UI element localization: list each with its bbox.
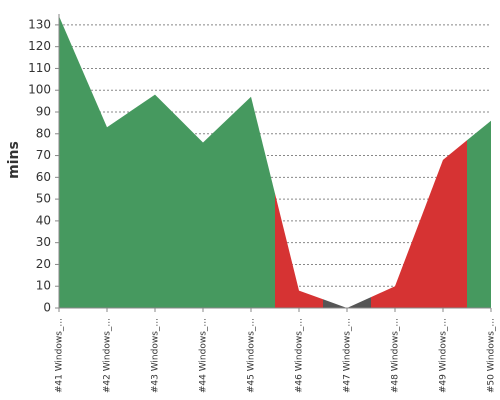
area-segment xyxy=(323,297,371,308)
area-segment xyxy=(179,118,227,309)
y-tick-label: 60 xyxy=(36,170,51,184)
y-tick-label: 40 xyxy=(36,213,51,227)
x-tick-label: #50 Windows_... xyxy=(487,318,497,393)
y-tick-label: 80 xyxy=(36,126,51,140)
area-segment xyxy=(467,120,491,308)
area-segment xyxy=(83,71,131,308)
area-segment xyxy=(227,96,275,308)
y-tick-label: 30 xyxy=(36,235,51,249)
x-tick-label: #41 Windows_... xyxy=(55,318,65,393)
x-tick-label: #43 Windows_... xyxy=(151,318,161,393)
x-tick-label: #45 Windows_... xyxy=(247,318,257,393)
y-tick-label: 0 xyxy=(43,301,51,315)
y-axis-label: mins xyxy=(6,141,22,179)
x-tick-label: #44 Windows_... xyxy=(199,318,209,393)
x-tick-label: #49 Windows_... xyxy=(439,318,449,393)
y-tick-label: 130 xyxy=(28,17,51,31)
area-segment xyxy=(275,193,323,308)
y-tick-label: 90 xyxy=(36,105,51,119)
x-tick-label: #47 Windows_... xyxy=(343,318,353,393)
x-tick-label: #46 Windows_... xyxy=(295,318,305,393)
x-tick-label: #48 Windows_... xyxy=(391,318,401,393)
area-segment xyxy=(371,223,419,308)
y-tick-label: 20 xyxy=(36,257,51,271)
area-segment xyxy=(131,94,179,308)
y-tick-label: 70 xyxy=(36,148,51,162)
area-segment xyxy=(59,16,83,309)
area-segment xyxy=(419,140,467,308)
y-tick-label: 120 xyxy=(28,39,51,53)
y-tick-label: 100 xyxy=(28,83,51,97)
x-tick-label: #42 Windows_... xyxy=(103,318,113,393)
y-tick-label: 10 xyxy=(36,279,51,293)
y-tick-label: 50 xyxy=(36,192,51,206)
y-tick-label: 110 xyxy=(28,61,51,75)
